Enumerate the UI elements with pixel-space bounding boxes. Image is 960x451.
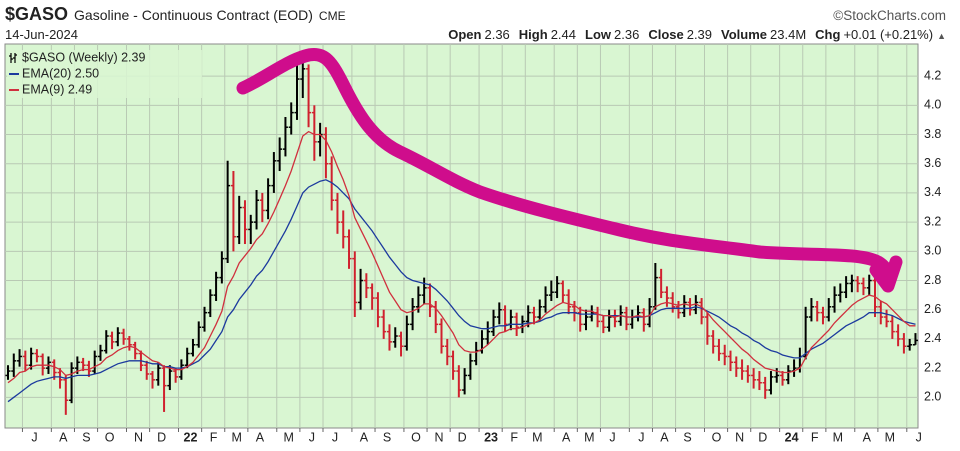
legend-label: EMA(20) 2.50 <box>22 66 99 80</box>
y-tick-label: 3.2 <box>924 214 941 228</box>
legend-glyph <box>9 53 17 63</box>
x-tick-label: S <box>383 430 391 444</box>
menu-arrow[interactable]: ▲ <box>937 31 946 41</box>
quote-value: 2.44 <box>550 27 576 42</box>
ema-line <box>7 179 916 403</box>
x-tick-label: J <box>916 430 922 444</box>
y-tick-label: 2.0 <box>924 390 941 404</box>
x-tick-label: N <box>134 430 143 444</box>
symbol: $GASO <box>5 4 69 24</box>
x-tick-label: A <box>360 430 369 444</box>
x-tick-label: O <box>105 430 115 444</box>
x-tick-label: M <box>584 430 594 444</box>
y-tick-label: 3.4 <box>924 185 941 199</box>
x-tick-label: 23 <box>484 430 498 444</box>
x-tick-label: A <box>562 430 571 444</box>
quote: Open 2.36 High 2.44 Low 2.36 Close 2.39 Volume 23… <box>439 27 946 43</box>
y-tick-label: 2.8 <box>924 273 941 287</box>
x-tick-label: D <box>758 430 767 444</box>
annotation-arrow <box>236 48 903 293</box>
x-tick-label: J <box>609 430 615 444</box>
quote-label: Open <box>448 27 482 42</box>
legend-label: $GASO (Weekly) 2.39 <box>22 50 145 64</box>
quote-value: 2.39 <box>686 27 713 42</box>
quote-label: Chg <box>815 27 841 42</box>
x-tick-label: M <box>284 430 294 444</box>
x-tick-label: F <box>210 430 218 444</box>
x-tick-label: M <box>885 430 895 444</box>
x-tick-label: J <box>309 430 315 444</box>
x-tick-label: 22 <box>184 430 198 444</box>
x-tick-label: S <box>683 430 691 444</box>
x-tick-label: J <box>31 430 37 444</box>
quote-value: 2.36 <box>484 27 510 42</box>
x-tick-label: J <box>638 430 644 444</box>
quote-label: High <box>518 27 548 42</box>
y-tick-label: 4.0 <box>924 98 941 112</box>
x-tick-label: M <box>232 430 242 444</box>
quote-label: Close <box>648 27 684 42</box>
y-tick-label: 3.0 <box>924 244 941 258</box>
quote-value: 2.36 <box>614 27 640 42</box>
x-tick-label: O <box>411 430 421 444</box>
quote-row: 14-Jun-2024 Open 2.36 High 2.44 Low 2.36 Close… <box>5 27 946 43</box>
x-tick-label: O <box>712 430 722 444</box>
x-tick-label: M <box>833 430 843 444</box>
x-tick-label: D <box>157 430 166 444</box>
legend: $GASO (Weekly) 2.39 EMA(20) 2.50 EMA(9) 2.… <box>7 50 202 98</box>
date: 14-Jun-2024 <box>5 27 78 42</box>
y-tick-label: 2.2 <box>924 360 941 374</box>
x-tick-label: M <box>532 430 542 444</box>
y-tick-label: 2.6 <box>924 302 941 316</box>
instrument-name: Gasoline - Continuous Contract (EOD) <box>74 7 313 23</box>
y-tick-label: 4.2 <box>924 68 941 82</box>
x-tick-label: A <box>59 430 68 444</box>
marks <box>5 57 918 415</box>
ema-line <box>7 130 916 384</box>
x-tick-label: F <box>811 430 819 444</box>
x-tick-label: N <box>435 430 444 444</box>
header-row: $GASO Gasoline - Continuous Contract (EO… <box>5 4 946 24</box>
x-tick-label: A <box>660 430 669 444</box>
plot-area <box>4 43 919 429</box>
exchange: CME <box>318 9 346 23</box>
quote-value: 23.4M <box>770 27 807 42</box>
x-tick-label: A <box>863 430 872 444</box>
source: ©StockCharts.com <box>833 8 946 23</box>
y-tick-label: 3.8 <box>924 127 941 141</box>
x-tick-label: S <box>82 430 90 444</box>
quote-value: +0.01 (+0.21%) <box>843 27 934 42</box>
x-tick-label: D <box>458 430 467 444</box>
legend-box <box>7 50 202 98</box>
x-tick-label: A <box>256 430 265 444</box>
x-tick-label: N <box>735 430 744 444</box>
y-tick-label: 3.6 <box>924 156 941 170</box>
x-tick-label: 24 <box>785 430 799 444</box>
quote-label: Volume <box>721 27 768 42</box>
y-tick-label: 2.4 <box>924 331 941 345</box>
legend-label: EMA(9) 2.49 <box>22 82 92 96</box>
x-tick-label: F <box>510 430 518 444</box>
quote-label: Low <box>585 27 611 42</box>
x-tick-label: J <box>332 430 338 444</box>
